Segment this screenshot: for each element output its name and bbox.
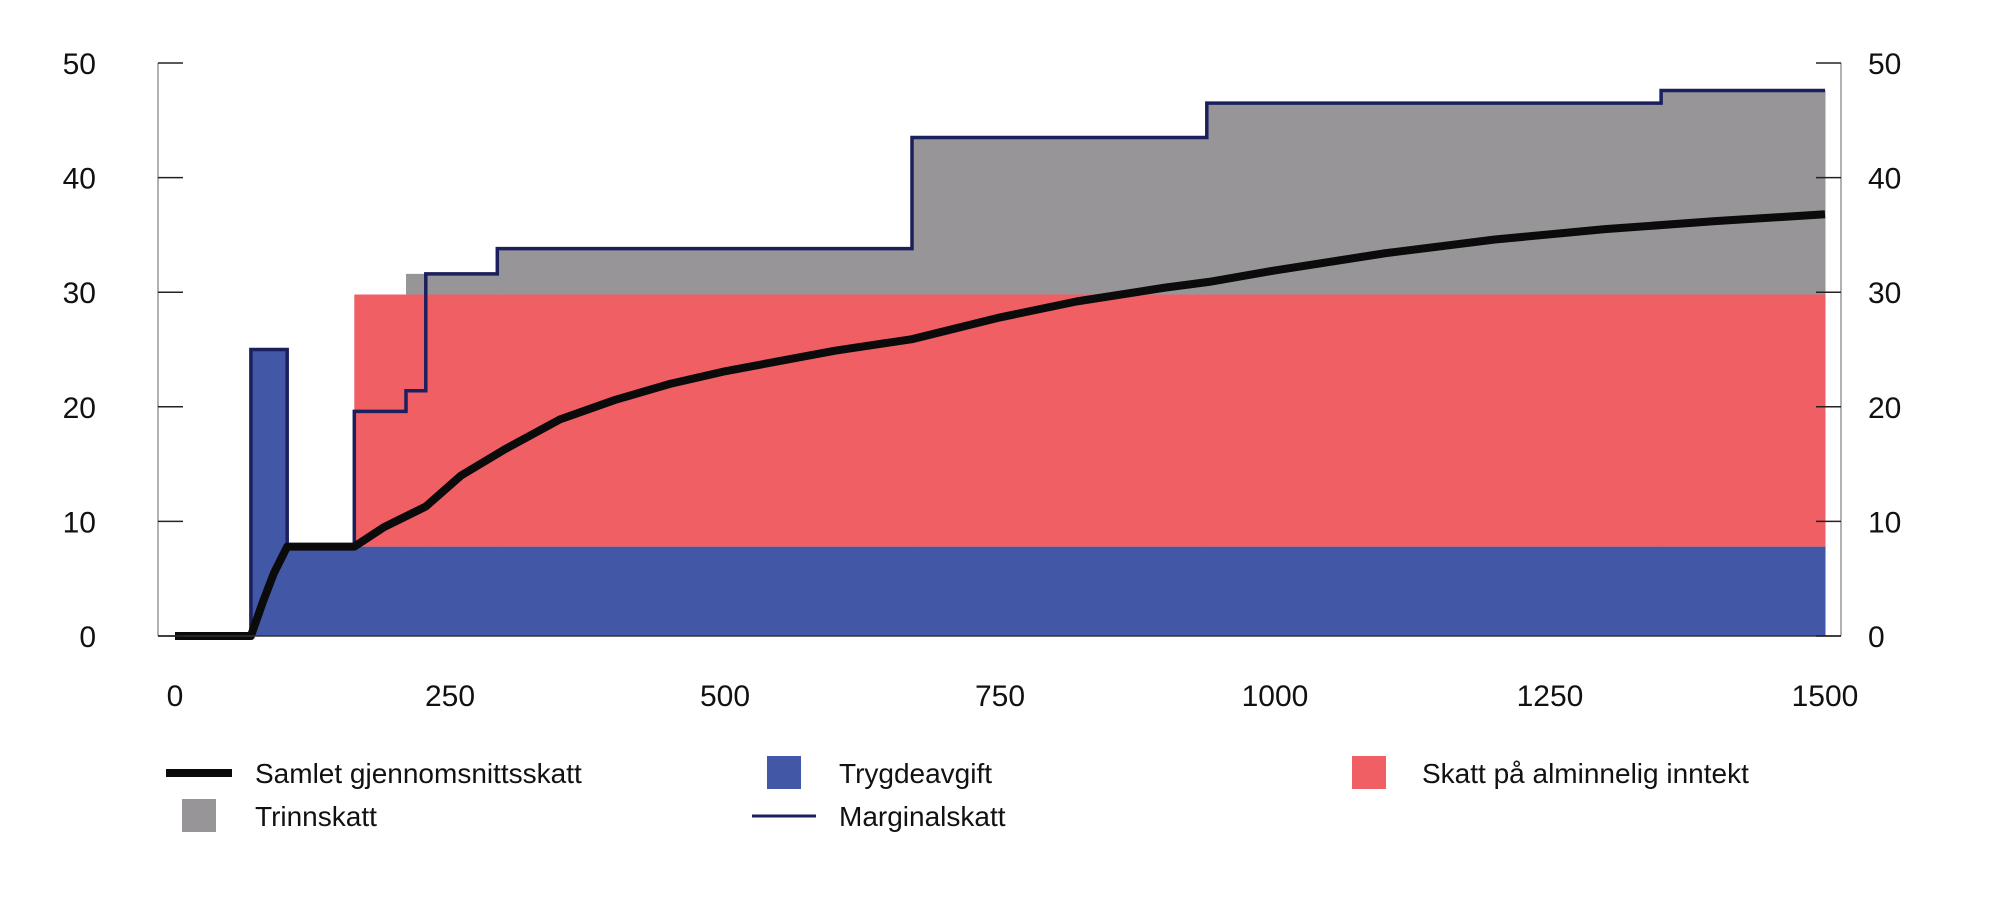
legend-label: Trinnskatt	[255, 801, 377, 832]
area-segment-skatt-p-alminnelig-inntekt	[354, 294, 407, 547]
area-segment-skatt-p-alminnelig-inntekt	[425, 294, 498, 547]
x-tick-label: 750	[975, 680, 1025, 713]
x-tick-label: 1500	[1792, 680, 1859, 713]
area-segment-skatt-p-alminnelig-inntekt	[406, 294, 427, 547]
stacked-areas	[250, 90, 1826, 636]
series-lines	[175, 88, 1826, 640]
y-tick-label-right: 50	[1868, 48, 1901, 81]
marginalskatt-line	[175, 88, 1825, 638]
area-segment-trygdeavgift	[354, 546, 407, 636]
area-segment-trinnskatt	[1206, 103, 1662, 295]
y-tick-label-left: 20	[63, 392, 96, 425]
y-tick-label-left: 10	[63, 506, 96, 539]
legend-swatch	[182, 799, 216, 832]
gjennomsnittsskatt-line	[175, 210, 1826, 640]
x-tick-label: 500	[700, 680, 750, 713]
area-segment-trinnskatt	[406, 273, 427, 295]
y-tick-label-left: 40	[63, 163, 96, 196]
legend: Samlet gjennomsnittsskatt Trygdeavgift Ska…	[166, 756, 1749, 832]
area-segment-trygdeavgift	[425, 546, 498, 636]
area-segment-skatt-p-alminnelig-inntekt	[1206, 294, 1662, 547]
x-tick-label: 250	[425, 680, 475, 713]
area-segment-trygdeavgift	[1206, 546, 1662, 636]
y-tick-label-right: 10	[1868, 506, 1901, 539]
legend-swatch	[1352, 756, 1386, 789]
x-tick-label: 1250	[1517, 680, 1584, 713]
x-tick-label: 1000	[1242, 680, 1309, 713]
legend-swatch	[767, 756, 801, 789]
area-segment-trinnskatt	[497, 248, 913, 295]
area-segment-trinnskatt	[912, 137, 1208, 295]
area-segment-skatt-p-alminnelig-inntekt	[912, 294, 1208, 547]
legend-label: Marginalskatt	[839, 801, 1006, 832]
y-tick-label-right: 20	[1868, 392, 1901, 425]
legend-label: Trygdeavgift	[839, 758, 992, 789]
area-segment-trinnskatt	[1661, 90, 1826, 295]
area-segment-trygdeavgift	[287, 546, 355, 636]
y-tick-label-left: 30	[63, 277, 96, 310]
area-segment-trygdeavgift	[497, 546, 913, 636]
y-tick-label-left: 0	[79, 621, 96, 654]
y-tick-label-right: 40	[1868, 163, 1901, 196]
y-tick-label-right: 30	[1868, 277, 1901, 310]
area-segment-trygdeavgift	[1661, 546, 1826, 636]
area-segment-trygdeavgift	[406, 546, 427, 636]
legend-label: Skatt på alminnelig inntekt	[1422, 758, 1749, 789]
area-segment-trinnskatt	[425, 273, 498, 295]
y-tick-label-left: 50	[63, 48, 96, 81]
legend-label: Samlet gjennomsnittsskatt	[255, 758, 582, 789]
x-tick-label: 0	[167, 680, 184, 713]
area-segment-trygdeavgift	[912, 546, 1208, 636]
area-segment-skatt-p-alminnelig-inntekt	[1661, 294, 1826, 547]
y-tick-label-right: 0	[1868, 621, 1885, 654]
